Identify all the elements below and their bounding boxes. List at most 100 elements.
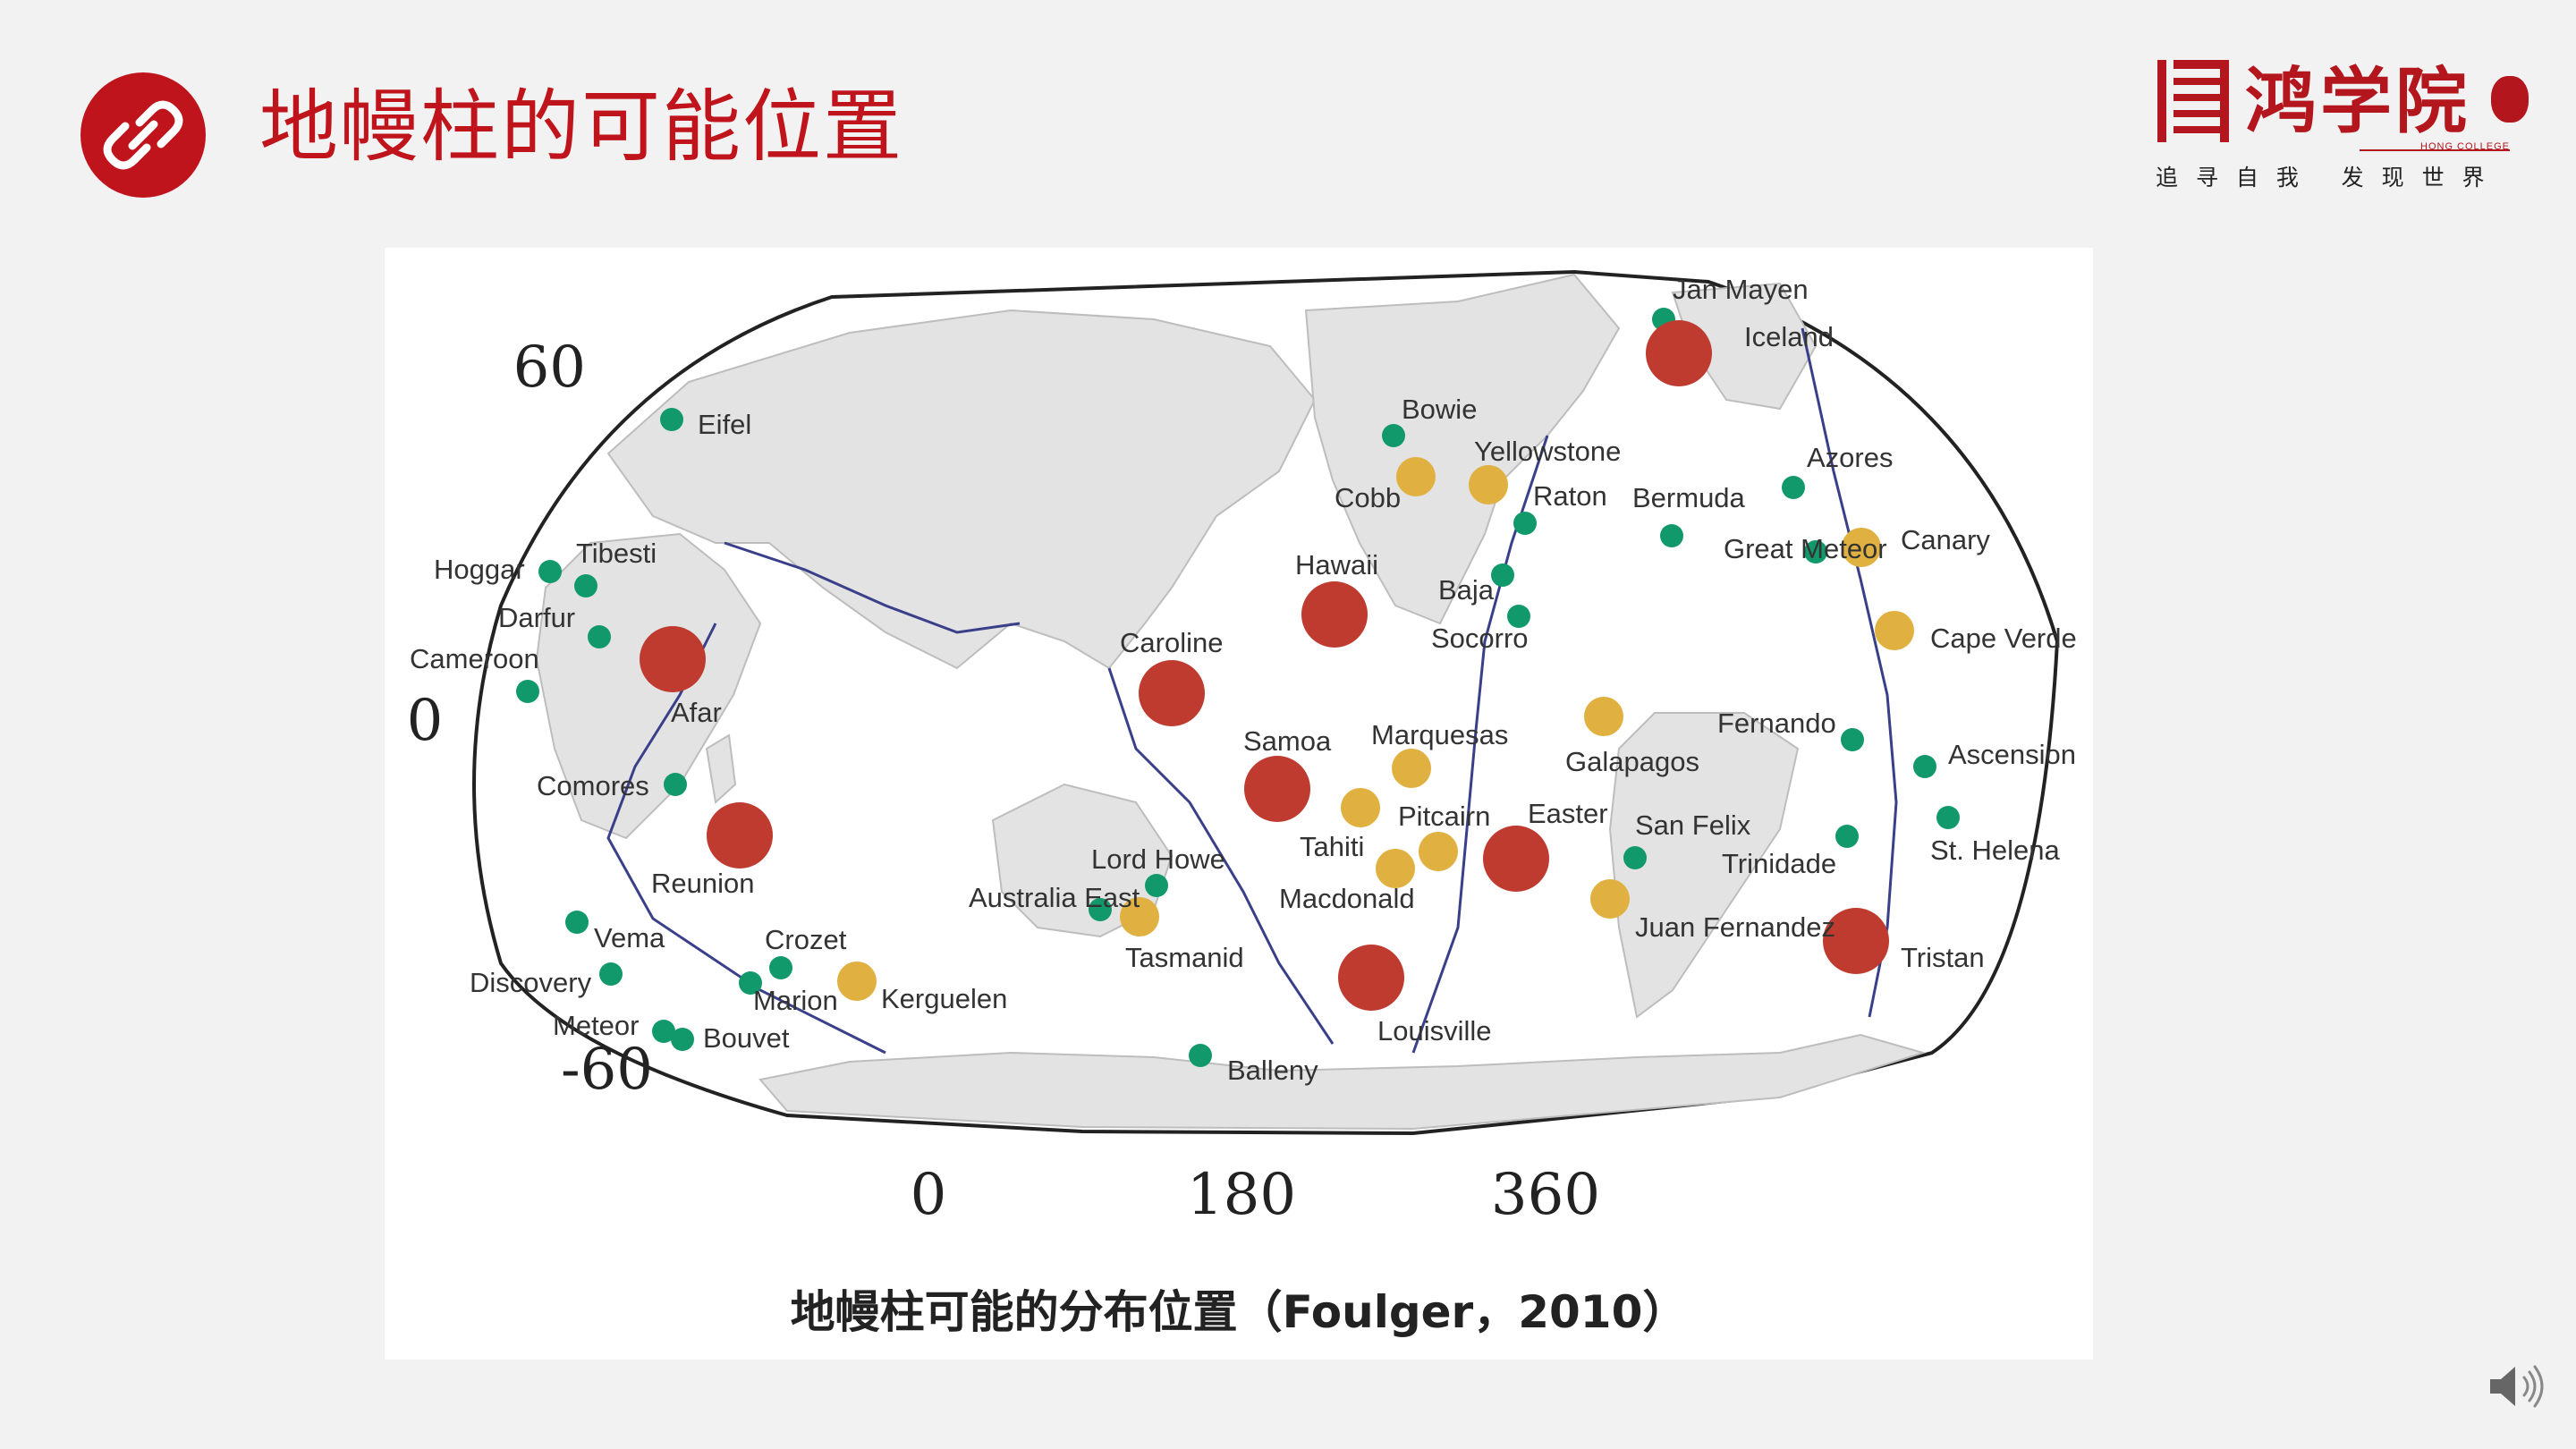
plume-label: Tahiti (1300, 831, 1364, 862)
lat-tick-label: -60 (561, 1037, 653, 1103)
plume-label: Canary (1901, 524, 1990, 555)
plume-macdonald (1376, 849, 1415, 888)
land-eurasia (606, 309, 1317, 670)
lon-tick-label: 180 (1187, 1162, 1296, 1228)
page-title: 地幔柱的可能位置 (259, 80, 904, 173)
seal-icon (2491, 76, 2529, 123)
lat-tick-label: 0 (407, 688, 444, 754)
speaker-icon[interactable] (2485, 1360, 2547, 1413)
link-icon (80, 72, 206, 198)
plume-australia-east (1089, 898, 1112, 921)
plume-label: Marquesas (1371, 719, 1508, 750)
brand-slogan: 追 寻 自 我 发 现 世 界 (2156, 165, 2490, 191)
plume-discovery (599, 962, 623, 986)
plume-samoa (1244, 756, 1310, 822)
plume-label: Ascension (1948, 739, 2076, 770)
plume-canary (1842, 528, 1881, 567)
plume-label: Baja (1438, 574, 1495, 606)
plume-label: Tristan (1901, 942, 1985, 973)
plume-comores (664, 773, 687, 796)
plume-cape-verde (1875, 611, 1914, 650)
plume-label: Lord Howe (1091, 843, 1225, 875)
plume-galapagos (1584, 697, 1623, 736)
plume-label: Yellowstone (1474, 436, 1621, 467)
plume-label: Bermuda (1632, 482, 1746, 513)
plume-iceland (1646, 320, 1712, 386)
plume-label: Vema (594, 922, 665, 953)
plume-eifel (660, 408, 683, 431)
plume-label: Fernando (1717, 708, 1836, 739)
brand-name: 鸿学院 (2245, 59, 2470, 143)
plume-baja (1491, 564, 1514, 587)
plume-label: Caroline (1120, 627, 1223, 658)
plume-label: Balleny (1227, 1055, 1318, 1086)
plume-tibesti (574, 574, 597, 597)
plume-tasmanid (1120, 897, 1159, 936)
plume-label: Bowie (1402, 394, 1477, 425)
land-madagascar (705, 733, 737, 804)
plume-hawaii (1301, 581, 1368, 648)
plume-label: Louisville (1377, 1015, 1492, 1046)
plume-crozet (769, 956, 792, 979)
lon-tick-label: 0 (911, 1162, 947, 1228)
plume-label: Eifel (698, 409, 751, 440)
plume-bermuda (1660, 524, 1683, 547)
plume-label: Juan Fernandez (1635, 911, 1835, 943)
plume-label: Pitcairn (1398, 801, 1490, 832)
plume-label: Jan Mayen (1673, 274, 1809, 305)
plume-label: Great Meteor (1724, 533, 1887, 564)
plume-pitcairn (1419, 832, 1458, 871)
plume-bouvet (671, 1028, 694, 1051)
plume-darfur (588, 625, 611, 648)
plume-afar (640, 626, 706, 692)
plume-label: Australia East (969, 882, 1140, 913)
plume-label: Meteor (553, 1010, 639, 1041)
plume-meteor (652, 1020, 675, 1043)
plate-boundaries (606, 327, 1898, 1055)
plume-cameroon (516, 680, 539, 703)
map-figure: 60 0 -60 0 180 360 (385, 248, 2093, 1360)
plume-st-helena (1936, 806, 1960, 829)
map-caption: 地幔柱可能的分布位置（Foulger，2010） (790, 1286, 1688, 1338)
lat-tick-labels: 60 0 -60 (407, 335, 653, 1103)
plume-louisville (1338, 945, 1404, 1011)
plume-markers (516, 308, 1960, 1067)
plume-label: Comores (537, 770, 649, 801)
plume-label: Crozet (765, 924, 847, 955)
plume-raton (1513, 512, 1537, 535)
plume-label: Iceland (1744, 321, 1834, 352)
lat-tick-label: 60 (513, 335, 586, 401)
plume-azores (1782, 476, 1805, 499)
land-north-america (1304, 273, 1621, 625)
plume-label: Discovery (470, 967, 592, 998)
plume-label: Trinidade (1722, 848, 1836, 879)
land-antarctica (758, 1033, 1927, 1131)
boundary-indian-ridge (606, 623, 886, 1055)
land-africa (535, 532, 762, 840)
plume-caroline (1139, 660, 1205, 726)
world-map: 60 0 -60 0 180 360 (407, 269, 2077, 1228)
lon-tick-label: 360 (1491, 1162, 1600, 1228)
plume-label: Tasmanid (1125, 942, 1244, 973)
plume-label: Macdonald (1279, 883, 1415, 914)
plume-cobb (1396, 457, 1436, 496)
brand-underline (2360, 149, 2510, 151)
plume-label: Hawaii (1295, 549, 1378, 580)
plume-vema (565, 911, 589, 934)
plume-labels: Jan Mayen Iceland Eifel Bowie Yellowston… (410, 274, 2077, 1086)
plume-juan-fernandez (1590, 879, 1630, 919)
plume-label: Cobb (1335, 482, 1401, 513)
plume-label: Cameroon (410, 643, 539, 674)
boundary-east-pacific (1411, 435, 1549, 1054)
plume-label: San Felix (1635, 809, 1751, 841)
plume-label: Cape Verde (1930, 623, 2077, 654)
plume-label: Hoggar (434, 554, 525, 585)
brand-mark-icon (2157, 60, 2229, 142)
plume-label: Marion (753, 985, 838, 1016)
plume-label: Easter (1528, 798, 1608, 829)
landmasses (535, 273, 1927, 1131)
lon-tick-labels: 0 180 360 (911, 1162, 1600, 1228)
plume-kerguelen (837, 962, 877, 1001)
plume-great-meteor (1804, 540, 1827, 564)
plume-easter (1483, 826, 1549, 892)
